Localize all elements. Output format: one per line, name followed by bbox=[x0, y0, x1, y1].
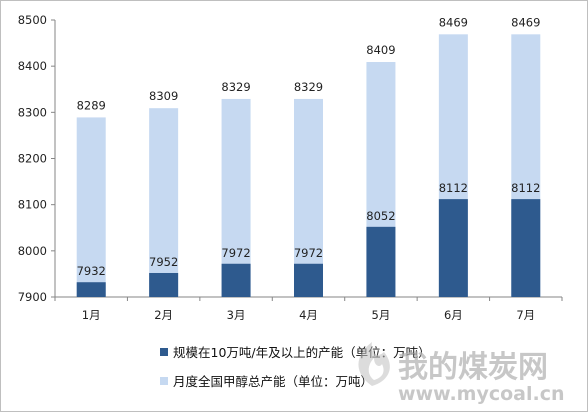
data-label-total-capacity: 8329 bbox=[221, 80, 250, 94]
data-label-total-capacity: 8409 bbox=[366, 43, 395, 57]
bar-capacity-10w bbox=[366, 226, 396, 297]
data-label-capacity-10w: 8112 bbox=[439, 181, 468, 195]
data-label-capacity-10w: 8052 bbox=[366, 209, 395, 223]
data-label-capacity-10w: 7952 bbox=[149, 255, 178, 269]
legend: 规模在10万吨/年及以上的产能（单位：万吨） 月度全国甲醇总产能（单位：万吨） bbox=[160, 345, 431, 389]
x-tick-label: 4月 bbox=[299, 308, 318, 322]
bar-total-capacity bbox=[149, 108, 179, 297]
watermark: 我的煤炭网 www.mycoal.cn bbox=[358, 342, 565, 405]
y-tick-label: 7900 bbox=[18, 290, 47, 304]
data-label-total-capacity: 8309 bbox=[149, 89, 178, 103]
data-label-capacity-10w: 8112 bbox=[511, 181, 540, 195]
data-label-total-capacity: 8469 bbox=[439, 15, 468, 29]
data-label-total-capacity: 8289 bbox=[77, 98, 106, 112]
bar-capacity-10w bbox=[438, 199, 468, 297]
y-tick-label: 8500 bbox=[18, 13, 47, 27]
watermark-site-url: www.mycoal.cn bbox=[398, 383, 565, 405]
watermark-site-name: 我的煤炭网 bbox=[398, 350, 548, 385]
data-label-capacity-10w: 7932 bbox=[77, 264, 106, 278]
y-tick-label: 8300 bbox=[18, 105, 47, 119]
data-label-capacity-10w: 7972 bbox=[294, 246, 323, 260]
x-tick-label: 5月 bbox=[372, 308, 391, 322]
x-tick-label: 2月 bbox=[154, 308, 173, 322]
legend-label-capacity-10w: 规模在10万吨/年及以上的产能（单位：万吨） bbox=[173, 345, 431, 360]
legend-label-total-capacity: 月度全国甲醇总产能（单位：万吨） bbox=[173, 374, 373, 389]
axes: 7900 8000 8100 8200 8300 8400 8500 1月 2月 3月 4月 5月 6月… bbox=[18, 13, 563, 322]
bars bbox=[76, 34, 541, 298]
y-tick-label: 8000 bbox=[18, 244, 47, 258]
data-label-capacity-10w: 7972 bbox=[221, 246, 250, 260]
y-tick-label: 8100 bbox=[18, 198, 47, 212]
bar-capacity-10w bbox=[221, 263, 251, 297]
x-tick-label: 7月 bbox=[516, 308, 535, 322]
data-label-total-capacity: 8329 bbox=[294, 80, 323, 94]
bar-capacity-10w bbox=[294, 263, 323, 297]
x-tick-label: 1月 bbox=[82, 308, 101, 322]
y-tick-label: 8400 bbox=[18, 59, 47, 73]
y-tick-label: 8200 bbox=[18, 152, 47, 166]
x-tick-label: 3月 bbox=[227, 308, 246, 322]
bar-capacity-10w bbox=[511, 199, 541, 297]
bar-total-capacity bbox=[76, 117, 106, 297]
data-labels: 8289 7932 8309 7952 8329 7972 8329 7972 8409 8052… bbox=[77, 15, 541, 278]
legend-swatch-total-capacity bbox=[160, 377, 168, 385]
flame-logo bbox=[358, 342, 390, 386]
x-tick-label: 6月 bbox=[444, 308, 463, 322]
data-label-total-capacity: 8469 bbox=[511, 15, 540, 29]
bar-capacity-10w bbox=[76, 282, 106, 297]
legend-swatch-capacity-10w bbox=[160, 348, 168, 356]
bar-capacity-10w bbox=[149, 272, 179, 297]
